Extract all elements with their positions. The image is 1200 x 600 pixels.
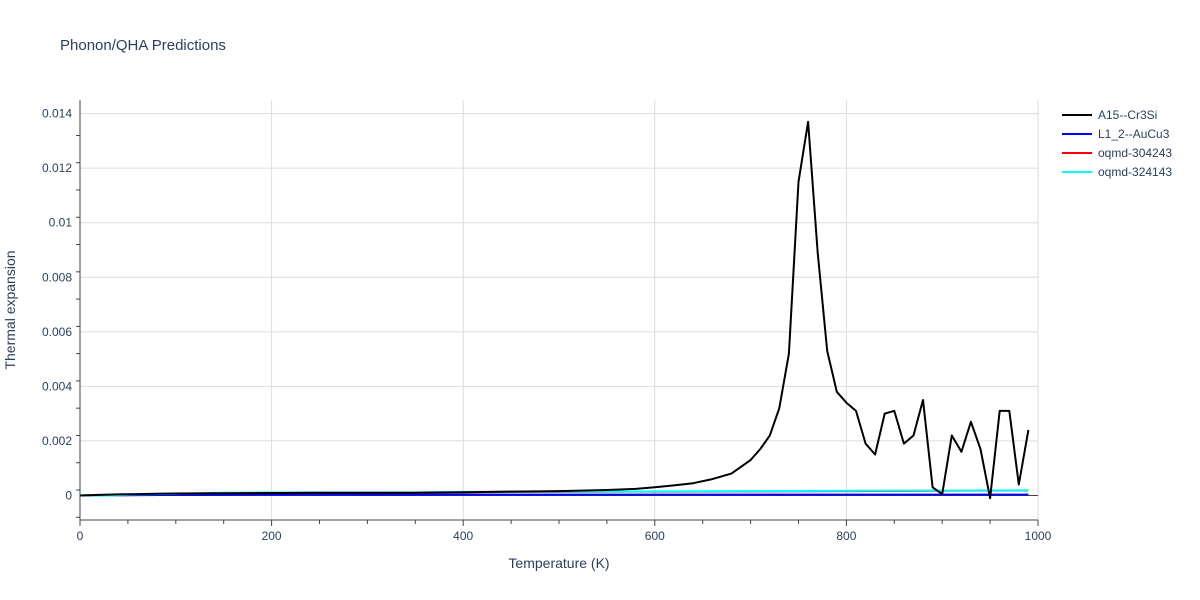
- y-tick-label: 0.002: [42, 434, 72, 448]
- legend-label: A15--Cr3Si: [1098, 108, 1157, 122]
- y-tick-label: 0.004: [42, 379, 72, 393]
- x-axis-title: Temperature (K): [508, 555, 609, 571]
- series-line-a15-cr3si: [79, 120, 1030, 500]
- y-tick-label: 0.01: [49, 216, 73, 230]
- legend: A15--Cr3Si L1_2--AuCu3 oqmd-304243 oqmd-324…: [1062, 108, 1172, 179]
- x-tick-label: 400: [453, 529, 473, 543]
- y-tick-label: 0: [65, 488, 72, 502]
- grid-lines: [80, 100, 1039, 520]
- y-axis-title: Thermal expansion: [2, 250, 18, 369]
- x-tick-label: 0: [77, 529, 84, 543]
- x-tick-label: 600: [645, 529, 665, 543]
- x-tick-label: 1000: [1025, 529, 1052, 543]
- series-line-l1-2-aucu3: [79, 493, 1029, 497]
- x-tick-label: 800: [836, 529, 856, 543]
- y-tick-label: 0.012: [42, 161, 72, 175]
- y-tick-label: 0.006: [42, 325, 72, 339]
- chart-title: Phonon/QHA Predictions: [60, 37, 226, 54]
- legend-label: oqmd-324143: [1098, 165, 1172, 179]
- series-lines: [79, 120, 1030, 500]
- axes: 0 200 400 600 800 1000 0 0.002 0.004 0.006 0.008 0.…: [42, 100, 1052, 543]
- legend-label: L1_2--AuCu3: [1098, 127, 1170, 141]
- x-tick-label: 200: [262, 529, 282, 543]
- legend-label: oqmd-304243: [1098, 146, 1172, 160]
- y-tick-label: 0.014: [42, 107, 72, 121]
- y-tick-label: 0.008: [42, 270, 72, 284]
